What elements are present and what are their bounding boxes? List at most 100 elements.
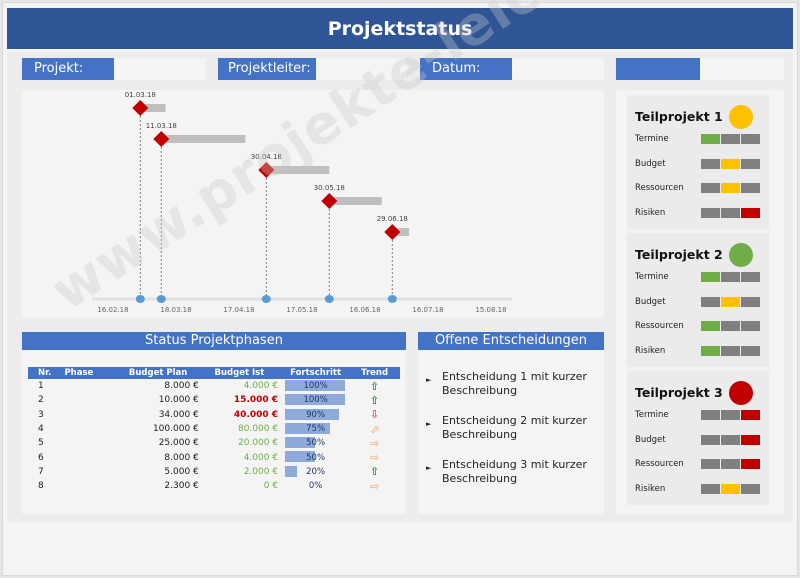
teilprojekt-title: Teilprojekt 1 [635, 109, 723, 124]
status-row-termine: Termine [635, 133, 761, 145]
axis-tick-label: 16.06.18 [349, 306, 380, 314]
traffic-cells [701, 483, 760, 494]
extra-field[interactable] [700, 58, 784, 80]
projektleiter-label: Projektleiter: [218, 58, 316, 80]
status-cell-grey [721, 272, 740, 282]
status-row-budget: Budget [635, 158, 761, 170]
cell-budget-plan: 25.000 € [158, 438, 199, 449]
cell-phase [56, 465, 117, 479]
cell-fortschritt: 50% [282, 450, 349, 464]
status-cell-red [741, 207, 760, 218]
list-item: ► Entscheidung 2 mit kurzer Beschreibung [426, 414, 587, 441]
cell-budget-ist: 4.000 € [243, 381, 279, 392]
cell-budget-ist: 15.000 € [233, 395, 279, 406]
cell-phase [56, 422, 117, 436]
status-cell-grey [741, 296, 760, 307]
status-cell-grey [701, 434, 720, 445]
cell-phase [56, 408, 117, 422]
offene-entscheidungen-panel: Offene Entscheidungen ► Entscheidung 1 mi… [418, 332, 604, 514]
projekt-field[interactable] [114, 58, 206, 80]
cell-phase [56, 479, 117, 493]
status-row-risiken: Risiken [635, 483, 761, 495]
axis-tick-label: 17.05.18 [286, 306, 317, 314]
table-row: 7 5.000 € 2.000 € 20% ⇧ [28, 465, 400, 479]
status-row-risiken: Risiken [635, 207, 761, 219]
progress-bar [285, 408, 340, 420]
list-item: ► Entscheidung 3 mit kurzer Beschreibung [426, 458, 587, 485]
teilprojekt-title: Teilprojekt 3 [635, 385, 723, 400]
status-light-icon [729, 243, 753, 267]
status-row-label: Risiken [635, 483, 666, 494]
milestone-diamond-icon[interactable] [321, 193, 338, 209]
axis-tick-label: 15.08.18 [475, 306, 506, 314]
cell-fortschritt: 50% [282, 436, 349, 450]
cell-budget-ist: 80.000 € [237, 424, 279, 435]
col-budget-plan: Budget Plan [117, 367, 201, 379]
cell-budget-ist: 20.000 € [237, 438, 279, 449]
traffic-cells [701, 272, 760, 282]
status-cell-red [741, 434, 760, 445]
projektleiter-field[interactable] [316, 58, 406, 80]
cell-nr: 2 [38, 395, 44, 406]
trend-down-icon: ⇩ [369, 408, 380, 422]
cell-phase [56, 379, 117, 393]
trend-up-right-icon: ⬀ [369, 422, 380, 436]
status-cell-grey [721, 321, 740, 331]
status-row-label: Budget [635, 158, 666, 169]
traffic-cells [701, 321, 760, 331]
phasen-table: Nr. Phase Budget Plan Budget Ist Fortsch… [28, 367, 400, 493]
col-nr: Nr. [28, 367, 57, 379]
status-cell-grey [701, 207, 720, 218]
status-row-label: Termine [635, 410, 669, 420]
status-cell-grey [701, 483, 720, 494]
progress-bar [285, 394, 346, 406]
milestone-diamond-icon[interactable] [132, 100, 149, 116]
bullet-icon: ► [426, 376, 432, 384]
trend-right-icon: ⇨ [369, 436, 380, 450]
status-row-label: Budget [635, 434, 666, 445]
cell-nr: 8 [38, 481, 44, 492]
progress-bar [285, 465, 298, 477]
cell-budget-plan: 8.000 € [164, 452, 199, 463]
milestone-diamond-icon[interactable] [153, 131, 170, 147]
cell-nr: 5 [38, 438, 44, 449]
status-cell-grey [701, 459, 720, 469]
status-cell-grey [741, 183, 760, 193]
milestone-timeline: 16.02.18 18.03.18 17.04.18 17.05.18 16.06.18… [22, 90, 604, 318]
axis-marker-dot [324, 295, 334, 303]
axis-tick-label: 16.02.18 [97, 306, 128, 314]
milestone-date-label: 29.06.18 [377, 215, 408, 223]
progress-label: 100% [303, 381, 328, 392]
status-cell-grey [701, 158, 720, 169]
status-cell-green [701, 134, 720, 144]
teilprojekt-card-2: Teilprojekt 2 Termine Budget Ressourcen Risi… [627, 233, 769, 367]
table-row: 5 25.000 € 20.000 € 50% ⇨ [28, 436, 400, 450]
progress-label: 20% [306, 466, 326, 477]
bullet-icon: ► [426, 464, 432, 472]
status-cell-grey [721, 434, 740, 445]
status-cell-grey [741, 158, 760, 169]
status-cell-grey [721, 207, 740, 218]
status-row-label: Risiken [635, 207, 666, 218]
timeline-chart: 16.02.18 18.03.18 17.04.18 17.05.18 16.06.18… [92, 91, 512, 314]
status-row-label: Ressourcen [635, 321, 684, 331]
cell-fortschritt: 100% [282, 379, 349, 393]
table-row: 2 10.000 € 15.000 € 100% ⇧ [28, 393, 400, 407]
status-row-budget: Budget [635, 434, 761, 446]
traffic-cells [701, 345, 760, 356]
cell-fortschritt: 20% [282, 465, 349, 479]
status-row-termine: Termine [635, 271, 761, 283]
status-cell-grey [741, 134, 760, 144]
traffic-cells [701, 183, 760, 193]
status-cell-grey [741, 345, 760, 356]
progress-label: 90% [306, 409, 326, 420]
milestone-diamond-icon[interactable] [384, 224, 401, 240]
milestone-diamond-icon[interactable] [258, 162, 275, 178]
milestone-date-label: 30.04.18 [251, 153, 282, 161]
progress-bar [285, 380, 346, 391]
table-header-row: Nr. Phase Budget Plan Budget Ist Fortsch… [28, 367, 400, 379]
datum-field[interactable] [512, 58, 604, 80]
traffic-cells [701, 134, 760, 144]
progress-label: 0% [308, 481, 323, 492]
status-row-ressourcen: Ressourcen [635, 320, 761, 332]
